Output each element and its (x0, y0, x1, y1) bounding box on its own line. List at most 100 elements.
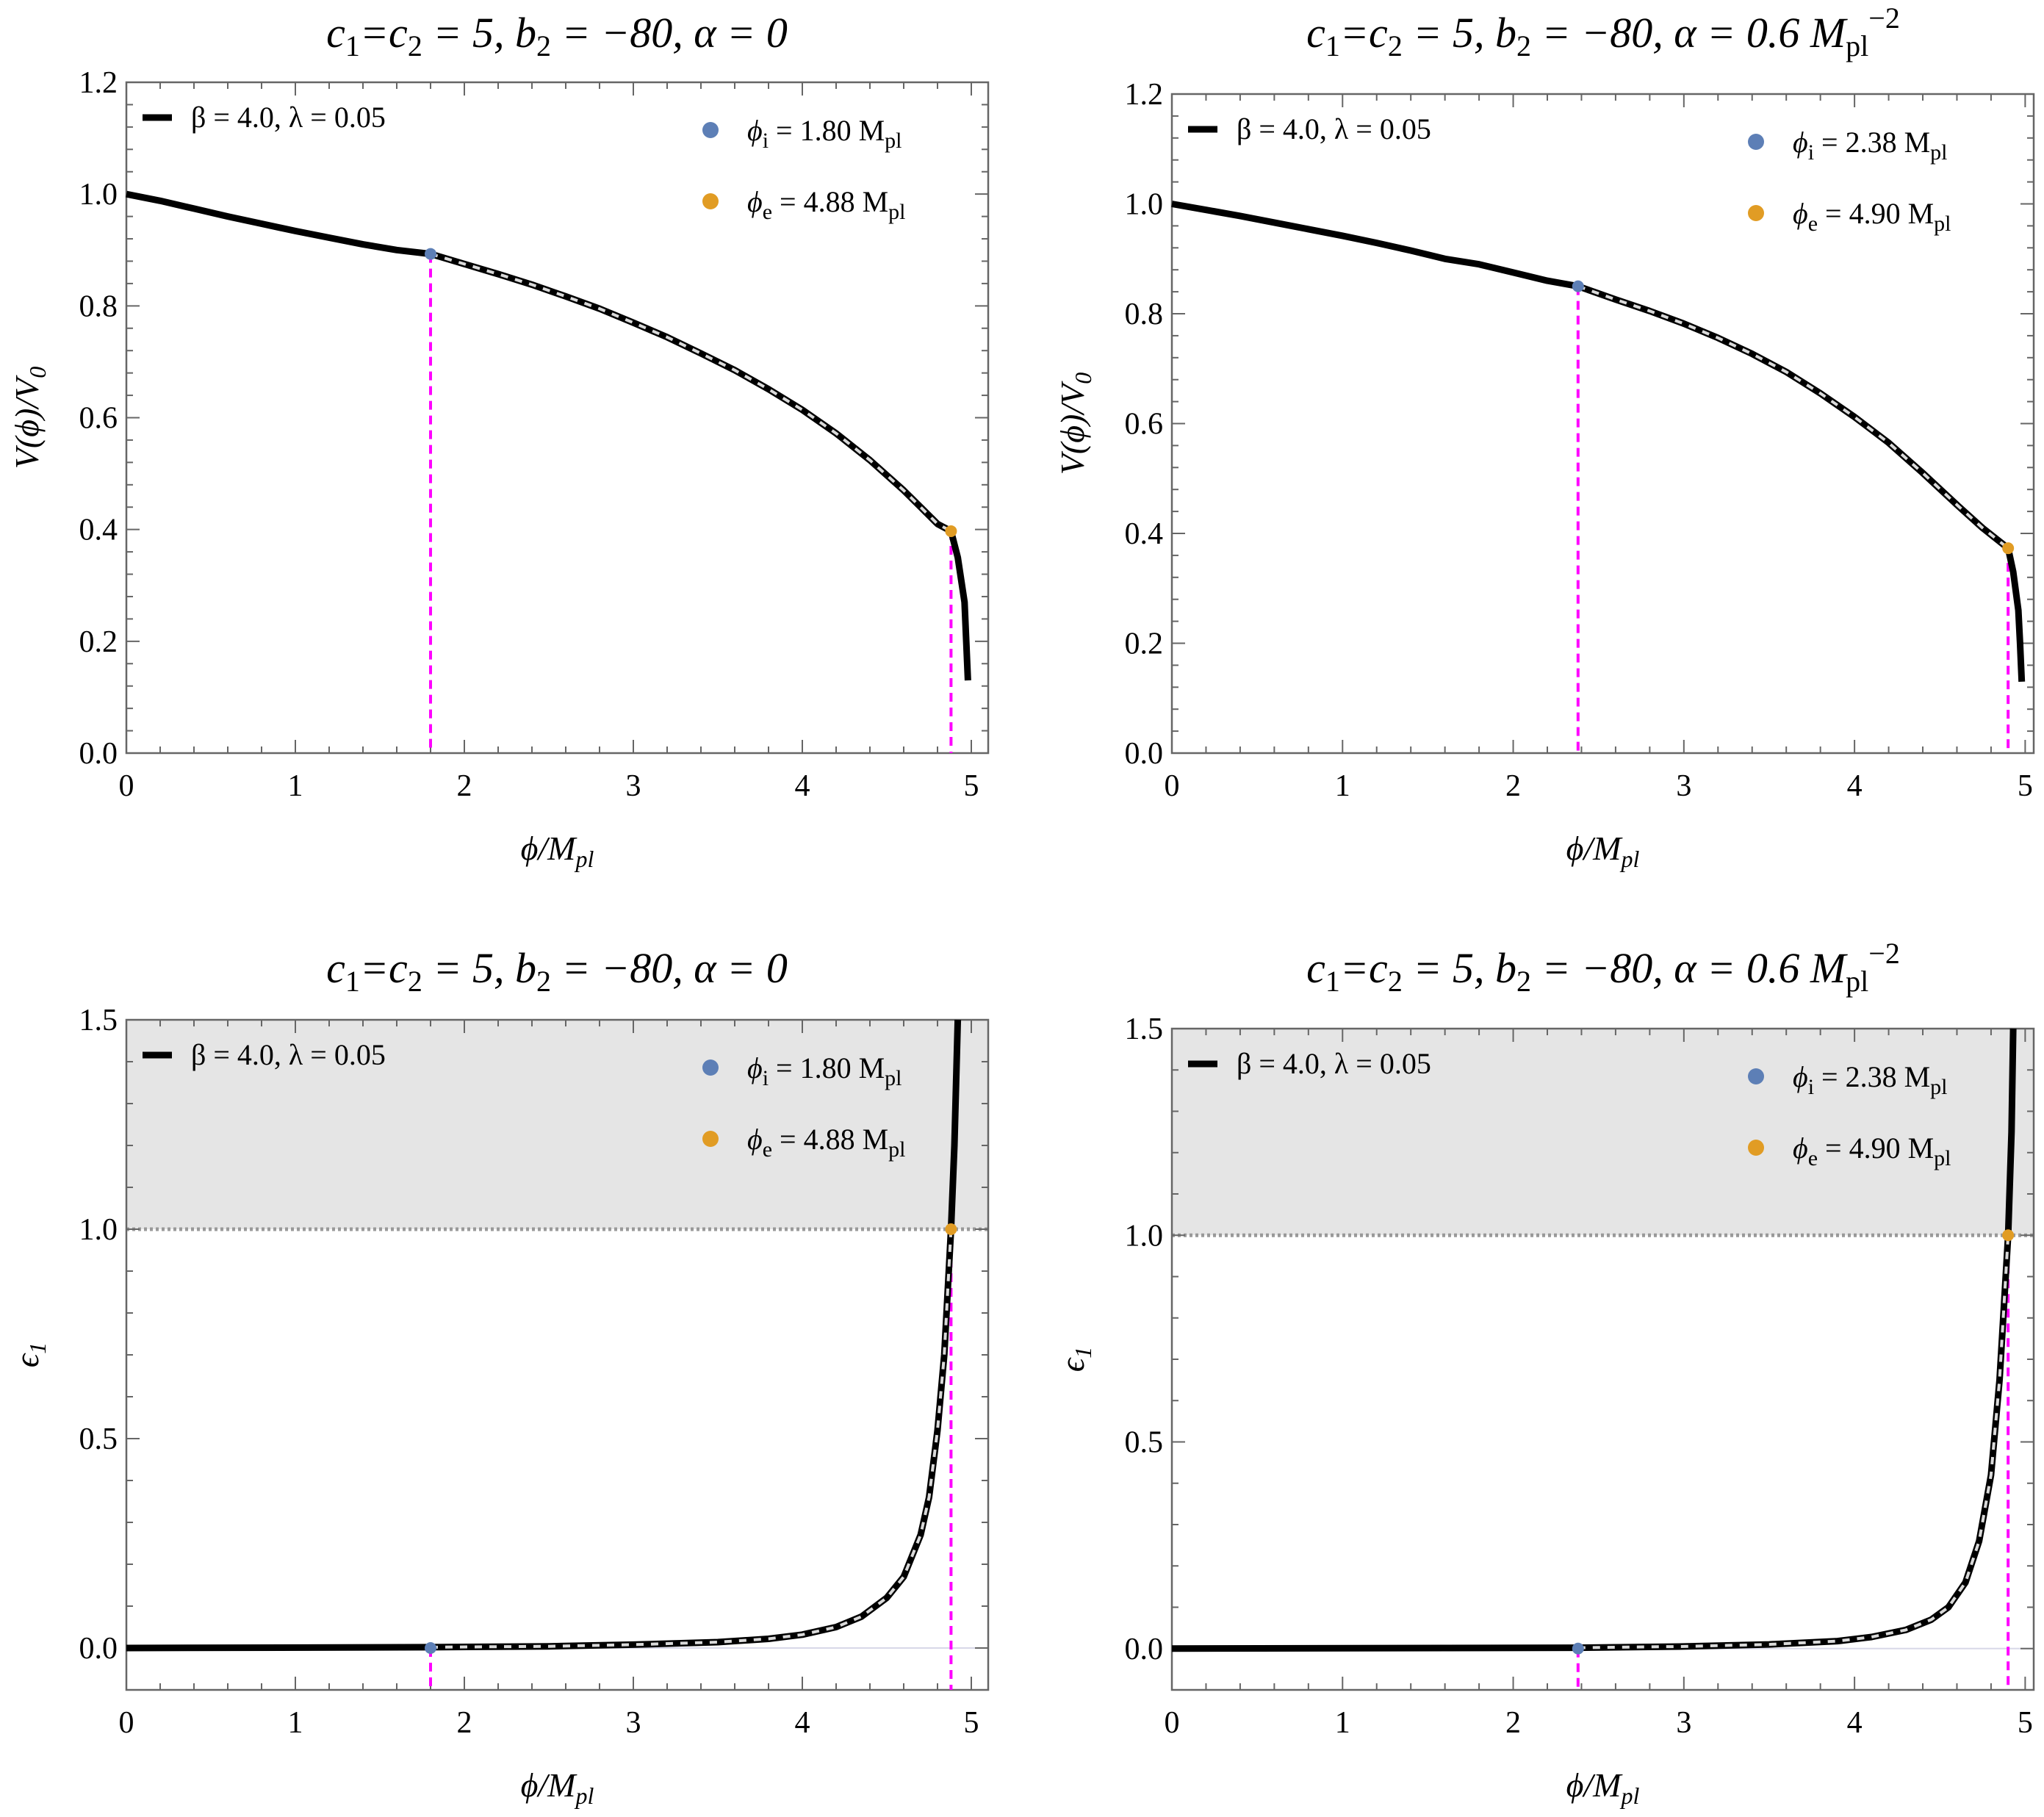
phi-e-point (945, 1223, 957, 1235)
x-tick-label: 4 (795, 1706, 810, 1740)
y-tick-label: 0.5 (1125, 1426, 1164, 1460)
shaded-region (126, 1020, 988, 1229)
x-tick-label: 5 (964, 1706, 979, 1740)
phi-e-point (945, 525, 957, 537)
phi-e-legend-label: ϕe = 4.88 Mpl (747, 185, 906, 224)
phi-e-legend-marker (1748, 205, 1764, 221)
series-line-overlay (1577, 1235, 2010, 1649)
panel-4: 0 1 2 3 4 5 0.0 0.5 1.0 1.5 ϕ/Mpl ϵ1 c1=c2 = 5, b2 =… (1054, 937, 2035, 1809)
phi-e-legend-marker (1748, 1140, 1764, 1156)
y-tick-label: 1.5 (79, 1004, 118, 1037)
shaded-region (1172, 1029, 2034, 1236)
y-axis-label: ϵ1 (8, 1342, 51, 1368)
panel-3: 0 1 2 3 4 5 0.0 0.5 1.0 1.5 ϕ/Mpl ϵ1 c1=c2 = 5, b2 =… (8, 944, 990, 1809)
x-tick-label: 0 (1165, 769, 1180, 803)
phi-i-point (1572, 280, 1584, 292)
phi-e-legend-marker (702, 193, 719, 209)
series-line-overlay (430, 252, 952, 533)
x-tick-label: 5 (2018, 1706, 2033, 1740)
y-tick-label: 0.4 (1125, 517, 1164, 551)
series-line (1171, 201, 2026, 682)
x-tick-label: 0 (119, 1706, 134, 1740)
x-tick-label: 2 (457, 769, 472, 803)
phi-e-legend-label: ϕe = 4.90 Mpl (1793, 1131, 1951, 1170)
chart-title: c1=c2 = 5, b2 = −80, α = 0 (326, 9, 788, 62)
y-tick-label: 0.6 (1125, 408, 1164, 442)
y-tick-label: 0.8 (79, 289, 118, 323)
chart-title: c1=c2 = 5, b2 = −80, α = 0.6 Mpl−2 (1306, 1, 1900, 62)
x-axis-label: ϕ/Mpl (521, 1766, 594, 1809)
x-tick-label: 3 (626, 1706, 641, 1740)
x-tick-label: 2 (457, 1706, 472, 1740)
phi-e-point (2002, 542, 2015, 555)
x-tick-label: 3 (1676, 1706, 1691, 1740)
y-tick-label: 1.2 (1125, 78, 1164, 112)
x-axis-label: ϕ/Mpl (1566, 830, 1640, 872)
phi-i-point (1572, 1642, 1584, 1655)
y-tick-label: 1.2 (79, 66, 118, 100)
y-tick-label: 0.6 (79, 402, 118, 436)
phi-i-legend-label: ϕi = 2.38 Mpl (1793, 1060, 1948, 1099)
y-tick-label: 1.0 (1125, 188, 1164, 222)
chart-title: c1=c2 = 5, b2 = −80, α = 0 (326, 944, 788, 998)
phi-i-legend-label: ϕi = 1.80 Mpl (747, 114, 902, 153)
phi-i-legend-label: ϕi = 1.80 Mpl (747, 1051, 902, 1090)
phi-i-legend-marker (1748, 134, 1764, 150)
x-tick-label: 5 (964, 769, 979, 803)
phi-i-legend-marker (1748, 1068, 1764, 1084)
series-line-overlay (1577, 284, 2009, 550)
x-axis-label: ϕ/Mpl (521, 830, 594, 872)
y-axis-label: ϵ1 (1054, 1347, 1096, 1372)
x-tick-label: 0 (119, 769, 134, 803)
legend-label: β = 4.0, λ = 0.05 (191, 1038, 386, 1071)
x-tick-label: 1 (288, 769, 303, 803)
y-tick-label: 0.0 (79, 737, 118, 771)
y-tick-label: 0.8 (1125, 298, 1164, 331)
x-tick-label: 1 (288, 1706, 303, 1740)
phi-i-point (425, 248, 436, 260)
series-line (126, 190, 971, 681)
y-axis-label: V(ϕ)/V0 (8, 367, 51, 469)
panel-2: 0 1 2 3 4 5 0.0 0.2 0.4 0.6 0.8 1.0 1.2 ϕ/Mpl V(ϕ)/V0 c… (1054, 1, 2035, 872)
y-tick-label: 1.5 (1125, 1012, 1164, 1046)
legend-label: β = 4.0, λ = 0.05 (1237, 112, 1431, 145)
legend-label: β = 4.0, λ = 0.05 (191, 101, 386, 134)
y-tick-label: 1.0 (79, 1213, 118, 1247)
y-tick-label: 0.0 (79, 1632, 118, 1666)
y-tick-label: 0.4 (79, 514, 118, 547)
phi-e-point (2002, 1229, 2015, 1242)
y-axis-label: V(ϕ)/V0 (1054, 373, 1096, 475)
x-tick-label: 2 (1505, 1706, 1521, 1740)
panel-1: 0 1 2 3 4 5 0.0 0.2 0.4 0.6 0.8 1.0 1.2 ϕ/Mpl V(ϕ)/V0 c… (8, 9, 990, 872)
x-tick-label: 3 (1676, 769, 1691, 803)
y-tick-label: 1.0 (1125, 1219, 1164, 1253)
y-tick-label: 1.0 (79, 178, 118, 212)
plot-frame (125, 81, 990, 755)
x-axis-label: ϕ/Mpl (1566, 1766, 1640, 1809)
phi-i-legend-marker (702, 1059, 719, 1076)
plot-frame (1170, 93, 2035, 755)
y-tick-label: 0.5 (79, 1422, 118, 1456)
x-tick-label: 2 (1505, 769, 1521, 803)
y-tick-label: 0.0 (1125, 737, 1164, 771)
x-tick-label: 4 (795, 769, 810, 803)
phi-e-legend-marker (702, 1131, 719, 1147)
y-tick-label: 0.2 (1125, 627, 1164, 661)
x-tick-label: 4 (1847, 769, 1863, 803)
x-tick-label: 3 (626, 769, 641, 803)
x-tick-label: 1 (1335, 1706, 1350, 1740)
x-tick-label: 4 (1847, 1706, 1863, 1740)
y-tick-label: 0.0 (1125, 1633, 1164, 1666)
series-line-overlay (430, 1228, 953, 1649)
y-tick-label: 0.2 (79, 625, 118, 659)
x-tick-label: 1 (1335, 769, 1350, 803)
phi-e-legend-label: ϕe = 4.90 Mpl (1793, 197, 1951, 236)
phi-i-legend-marker (702, 122, 719, 138)
legend-label: β = 4.0, λ = 0.05 (1237, 1047, 1431, 1080)
x-tick-label: 0 (1165, 1706, 1180, 1740)
phi-i-legend-label: ϕi = 2.38 Mpl (1793, 126, 1948, 165)
chart-title: c1=c2 = 5, b2 = −80, α = 0.6 Mpl−2 (1306, 937, 1900, 998)
phi-i-point (425, 1642, 436, 1654)
phi-e-legend-label: ϕe = 4.88 Mpl (747, 1123, 906, 1162)
